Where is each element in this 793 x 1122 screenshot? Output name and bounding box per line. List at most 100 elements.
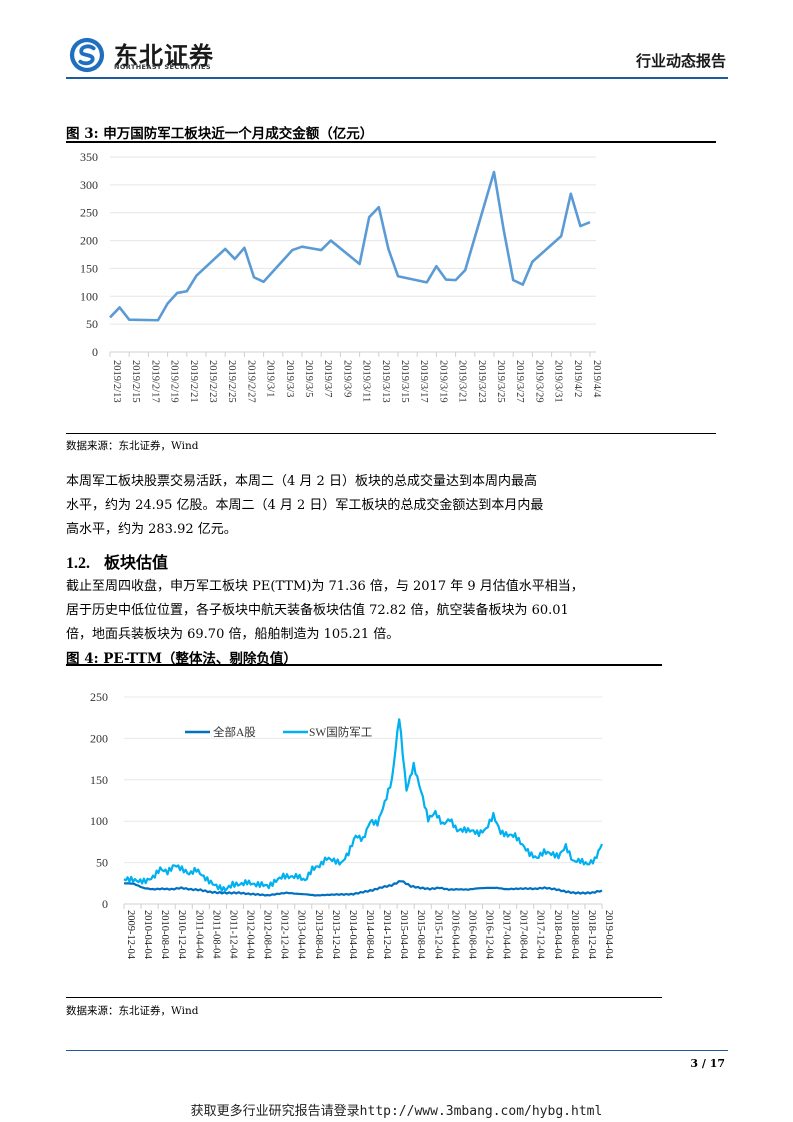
figure3-line-chart: 0 50 100 150 200 250 300 350 2019/2/13 2019/2/15 2…	[80, 150, 602, 403]
figure4-top-rule	[66, 664, 662, 666]
x-tick-label: 2017-08-04	[518, 910, 529, 960]
y-tick-label: 100	[80, 289, 98, 303]
x-tick-label: 2019/3/9	[341, 360, 352, 397]
figure3-bottom-rule	[66, 433, 716, 434]
paragraph-valuation: 截止至周四收盘，申万军工板块 PE(TTM)为 71.36 倍，与 2017 年…	[66, 575, 606, 647]
watermark-link-text: 获取更多行业研究报告请登录http://www.3mbang.com/hybg.…	[190, 1104, 603, 1119]
section-number: 1.2.	[66, 555, 90, 572]
figure3-source: 数据来源：东北证券，Wind	[66, 440, 199, 452]
y-tick-label: 200	[90, 731, 108, 745]
x-tick-label: 2016-04-04	[449, 910, 460, 960]
figure3-title: 图 3: 申万国防军工板块近一个月成交金额（亿元）	[66, 126, 374, 142]
figure4-bottom-rule	[66, 997, 662, 998]
y-tick-label: 0	[92, 345, 98, 359]
y-tick-label: 50	[96, 856, 108, 870]
x-tick-label: 2013-12-04	[330, 910, 341, 960]
x-tick-label: 2019/2/25	[226, 360, 237, 403]
x-tick-label: 2019/3/11	[361, 360, 372, 402]
x-tick-label: 2019/2/19	[169, 360, 180, 403]
y-tick-label: 100	[90, 814, 108, 828]
x-tick-label: 2019/3/29	[533, 360, 544, 403]
x-tick-label: 2019/2/17	[149, 360, 160, 403]
x-tick-label: 2015-08-04	[415, 910, 426, 960]
chart-legend: 全部A股 SW国防军工	[185, 725, 372, 739]
x-tick-label: 2019/3/7	[322, 360, 333, 397]
x-tick-label: 2019/3/13	[380, 360, 391, 403]
section-heading-valuation: 1.2. 板块估值	[66, 549, 168, 573]
x-tick-label: 2010-12-04	[176, 910, 187, 960]
x-tick-label: 2010-04-04	[142, 910, 153, 960]
trading-value-line	[109, 170, 591, 322]
x-tick-label: 2019/2/23	[207, 360, 218, 403]
x-tick-label: 2019/3/23	[476, 360, 487, 403]
x-tick-label: 2013-04-04	[296, 910, 307, 960]
x-tick-label: 2012-04-04	[245, 910, 256, 960]
x-tick-label: 2018-12-04	[586, 910, 597, 960]
x-tick-label: 2014-08-04	[364, 910, 375, 960]
x-tick-label: 2019/2/27	[245, 360, 256, 403]
x-tick-label: 2015-12-04	[432, 910, 443, 960]
x-tick-label: 2019/4/4	[591, 360, 602, 398]
x-tick-label: 2017-12-04	[535, 910, 546, 960]
section-title: 板块估值	[104, 553, 169, 572]
figure3-top-rule	[66, 141, 716, 143]
x-tick-label: 2019/3/15	[399, 360, 410, 403]
x-tick-label: 2019/3/25	[495, 360, 506, 403]
paragraph1-line1: 本周军工板块股票交易活跃，本周二（4 月 2 日）板块的总成交量达到本周内最高	[66, 474, 537, 489]
x-tick-label: 2019/2/13	[111, 360, 122, 403]
figure4-source: 数据来源：东北证券，Wind	[66, 1005, 199, 1017]
x-tick-label: 2014-12-04	[381, 910, 392, 960]
y-tick-label: 250	[80, 206, 98, 220]
page-number: 3 / 17	[690, 1057, 725, 1070]
x-tick-label: 2016-12-04	[484, 910, 495, 960]
paragraph-trading-activity: 本周军工板块股票交易活跃，本周二（4 月 2 日）板块的总成交量达到本周内最高 …	[66, 470, 586, 542]
x-tick-label: 2019/3/19	[437, 360, 448, 403]
x-tick-label: 2015-04-04	[398, 910, 409, 960]
x-tick-label: 2011-04-04	[193, 910, 204, 959]
legend-label-sw-defense: SW国防军工	[309, 725, 372, 739]
y-tick-label: 50	[86, 317, 98, 331]
logo-chinese-name: 东北证券	[114, 42, 214, 70]
x-tick-label: 2011-12-04	[227, 910, 238, 959]
footer-rule	[66, 1050, 728, 1051]
x-tick-label: 2017-04-04	[501, 910, 512, 960]
all-a-shares-line	[123, 880, 603, 897]
x-tick-label: 2019/3/21	[457, 360, 468, 403]
x-tick-label: 2019/3/17	[418, 360, 429, 403]
logo-english-name: NORTHEAST SECURITIES	[114, 63, 211, 71]
legend-label-all-a: 全部A股	[213, 725, 256, 739]
y-tick-label: 300	[80, 178, 98, 192]
paragraph2-line2: 居于历史中低位位置，各子板块中航天装备板块估值 72.82 倍，航空装备板块为 …	[66, 603, 569, 618]
x-tick-label: 2018-04-04	[552, 910, 563, 960]
figure4-title: 图 4: PE-TTM（整体法、剔除负值）	[66, 651, 297, 667]
x-tick-label: 2019/3/31	[553, 360, 564, 403]
x-tick-label: 2010-08-04	[159, 910, 170, 960]
y-tick-label: 150	[90, 773, 108, 787]
sw-defense-line	[123, 718, 604, 892]
x-tick-label: 2019-04-04	[603, 910, 614, 960]
x-tick-label: 2014-04-04	[347, 910, 358, 960]
paragraph1-line3: 高水平，约为 283.92 亿元。	[66, 522, 237, 537]
report-type-label: 行业动态报告	[635, 52, 726, 70]
y-tick-label: 350	[80, 150, 98, 164]
y-tick-label: 0	[102, 897, 108, 911]
x-tick-label: 2012-12-04	[279, 910, 290, 960]
x-tick-label: 2019/3/5	[303, 360, 314, 397]
x-tick-label: 2011-08-04	[210, 910, 221, 959]
page-header: 东北证券 NORTHEAST SECURITIES 行业动态报告	[66, 32, 728, 79]
y-tick-label: 250	[90, 690, 108, 704]
x-tick-label: 2019/3/1	[265, 360, 276, 397]
x-tick-label: 2019/3/27	[514, 360, 525, 403]
y-tick-label: 150	[80, 261, 98, 275]
x-tick-label: 2019/2/21	[188, 360, 199, 403]
figure4-pe-ttm-chart: 0 50 100 150 200 250 2009-12-04 2010-04-04 2010-…	[90, 690, 614, 960]
y-tick-label: 200	[80, 234, 98, 248]
x-tick-label: 2013-08-04	[313, 910, 324, 960]
paragraph1-line2: 水平，约为 24.95 亿股。本周二（4 月 2 日）军工板块的总成交金额达到本…	[66, 498, 544, 513]
x-tick-label: 2009-12-04	[125, 910, 136, 960]
x-tick-label: 2019/4/2	[572, 360, 583, 397]
paragraph2-line1: 截止至周四收盘，申万军工板块 PE(TTM)为 71.36 倍，与 2017 年…	[66, 579, 584, 594]
x-tick-label: 2019/3/3	[284, 360, 295, 397]
x-tick-label: 2019/2/15	[130, 360, 141, 403]
x-tick-label: 2016-08-04	[466, 910, 477, 960]
